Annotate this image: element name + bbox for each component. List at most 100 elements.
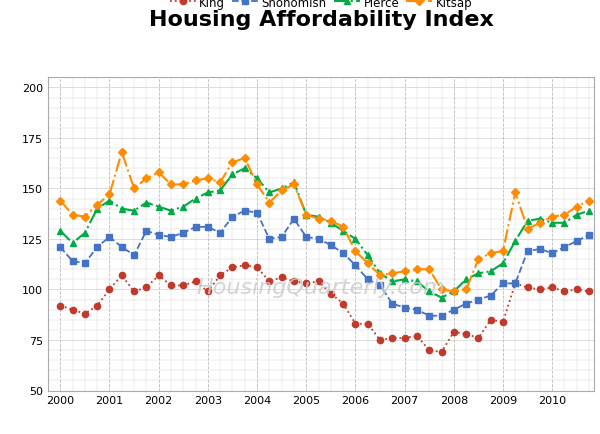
King bbox=[278, 275, 285, 280]
Snohomish bbox=[253, 210, 260, 216]
Pierce bbox=[536, 217, 544, 222]
Kitsap bbox=[475, 257, 482, 262]
Kitsap bbox=[229, 160, 236, 165]
King bbox=[229, 265, 236, 270]
King bbox=[364, 322, 371, 327]
Pierce bbox=[425, 289, 433, 294]
King bbox=[573, 287, 580, 293]
Snohomish bbox=[118, 245, 125, 250]
Pierce bbox=[241, 166, 248, 171]
King bbox=[376, 338, 383, 343]
Pierce bbox=[118, 207, 125, 212]
Snohomish bbox=[561, 245, 568, 250]
Line: Kitsap: Kitsap bbox=[57, 150, 592, 295]
Snohomish bbox=[413, 307, 421, 312]
Pierce bbox=[253, 176, 260, 181]
Snohomish bbox=[352, 263, 359, 268]
King bbox=[192, 279, 199, 284]
King bbox=[463, 332, 470, 337]
Kitsap bbox=[253, 182, 260, 187]
Snohomish bbox=[290, 217, 298, 222]
Kitsap bbox=[315, 217, 322, 222]
Kitsap bbox=[217, 181, 224, 186]
Pierce bbox=[573, 213, 580, 218]
Pierce bbox=[106, 198, 113, 204]
Snohomish bbox=[143, 229, 150, 234]
Snohomish bbox=[179, 231, 187, 236]
Snohomish bbox=[364, 277, 371, 283]
Pierce bbox=[499, 261, 506, 266]
Snohomish bbox=[266, 237, 273, 242]
Kitsap bbox=[204, 176, 211, 181]
King bbox=[118, 273, 125, 278]
Kitsap bbox=[192, 178, 199, 184]
Kitsap bbox=[586, 198, 593, 204]
Snohomish bbox=[81, 261, 88, 266]
Snohomish bbox=[463, 301, 470, 306]
Kitsap bbox=[536, 220, 544, 226]
Kitsap bbox=[389, 271, 396, 276]
King bbox=[94, 303, 101, 309]
King bbox=[548, 285, 556, 290]
Pierce bbox=[463, 277, 470, 283]
Title: Housing Affordability Index: Housing Affordability Index bbox=[149, 10, 493, 30]
Pierce bbox=[512, 239, 519, 244]
Snohomish bbox=[302, 235, 310, 240]
Pierce bbox=[561, 220, 568, 226]
Pierce bbox=[438, 295, 445, 300]
Kitsap bbox=[450, 289, 457, 294]
King bbox=[389, 335, 396, 341]
Pierce bbox=[229, 172, 236, 178]
Pierce bbox=[130, 209, 137, 214]
Text: HousingQuarterly.com: HousingQuarterly.com bbox=[197, 277, 445, 297]
King bbox=[450, 329, 457, 335]
Kitsap bbox=[524, 227, 531, 232]
Snohomish bbox=[204, 225, 211, 230]
Snohomish bbox=[524, 249, 531, 254]
Pierce bbox=[315, 215, 322, 220]
Pierce bbox=[340, 229, 347, 234]
King bbox=[266, 279, 273, 284]
Kitsap bbox=[425, 267, 433, 272]
Kitsap bbox=[155, 170, 162, 175]
Kitsap bbox=[69, 213, 76, 218]
Kitsap bbox=[130, 186, 137, 191]
King bbox=[179, 283, 187, 288]
Snohomish bbox=[340, 251, 347, 256]
Legend: King, Snohomish, Pierce, Kitsap: King, Snohomish, Pierce, Kitsap bbox=[170, 0, 472, 10]
King bbox=[512, 281, 519, 286]
King bbox=[425, 348, 433, 353]
Snohomish bbox=[315, 237, 322, 242]
Kitsap bbox=[352, 249, 359, 254]
Pierce bbox=[290, 181, 298, 186]
Pierce bbox=[352, 237, 359, 242]
Snohomish bbox=[450, 307, 457, 312]
Pierce bbox=[278, 186, 285, 191]
King bbox=[475, 335, 482, 341]
Pierce bbox=[155, 204, 162, 210]
Pierce bbox=[56, 229, 64, 234]
Kitsap bbox=[118, 150, 125, 155]
King bbox=[340, 301, 347, 306]
King bbox=[327, 291, 334, 296]
Snohomish bbox=[487, 293, 494, 299]
King bbox=[561, 289, 568, 294]
King bbox=[438, 350, 445, 355]
Kitsap bbox=[56, 198, 64, 204]
Snohomish bbox=[130, 253, 137, 258]
Kitsap bbox=[167, 182, 175, 187]
Kitsap bbox=[548, 215, 556, 220]
Snohomish bbox=[586, 233, 593, 238]
Snohomish bbox=[401, 306, 408, 311]
King bbox=[487, 317, 494, 322]
King bbox=[69, 307, 76, 312]
Snohomish bbox=[438, 313, 445, 319]
Snohomish bbox=[548, 251, 556, 256]
Kitsap bbox=[290, 182, 298, 187]
King bbox=[302, 281, 310, 286]
Pierce bbox=[548, 220, 556, 226]
Pierce bbox=[143, 201, 150, 206]
King bbox=[155, 273, 162, 278]
King bbox=[315, 279, 322, 284]
King bbox=[499, 319, 506, 325]
